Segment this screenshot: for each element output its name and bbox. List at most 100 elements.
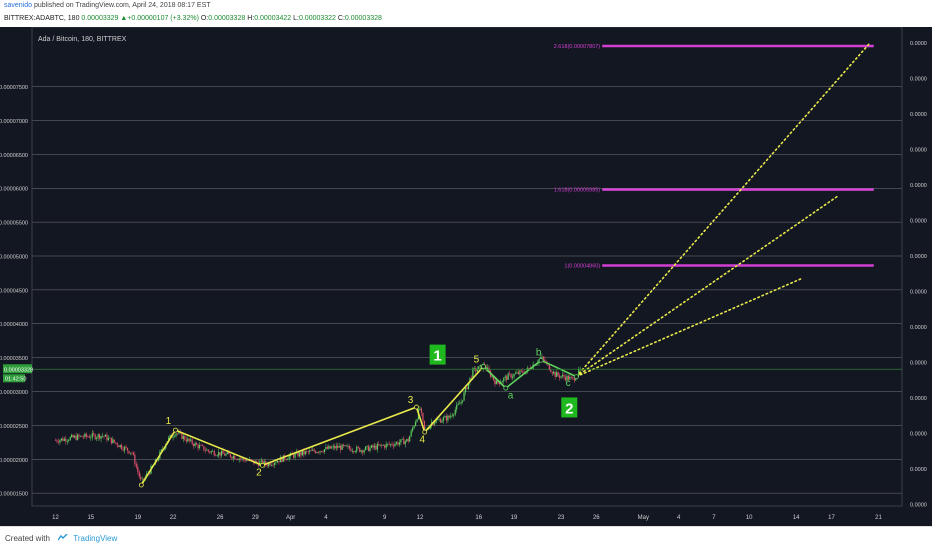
candle-body — [392, 445, 395, 447]
candle-body — [334, 446, 336, 449]
candle-body — [319, 451, 321, 453]
wave-lines — [138, 357, 579, 488]
candle-body — [219, 452, 221, 456]
candle-body — [213, 451, 215, 456]
candle-body — [272, 464, 274, 466]
candle-body — [122, 448, 124, 451]
candle-body — [373, 445, 376, 448]
candle-body — [244, 459, 246, 462]
candle-body — [578, 369, 580, 376]
candle-body — [169, 434, 171, 438]
candle-body — [479, 365, 481, 367]
candle-body — [326, 447, 328, 449]
candle-body — [379, 444, 381, 446]
candle-body — [325, 447, 327, 450]
wave-label: b — [536, 348, 542, 359]
candle-body — [313, 449, 315, 452]
published-text: published on TradingView.com, April 24, … — [33, 2, 211, 9]
candle-body — [282, 455, 284, 462]
candle-body — [140, 476, 142, 480]
candle-body — [359, 447, 361, 452]
candle-body — [317, 452, 320, 453]
x-tick-label: 4 — [677, 515, 681, 521]
candle-body — [419, 408, 421, 410]
impulse-wave-line — [140, 365, 507, 486]
publication-line: savenido published on TradingView.com, A… — [4, 2, 211, 9]
candle-body — [201, 445, 204, 446]
candle-body — [563, 374, 565, 378]
candle-body — [544, 359, 546, 363]
candle-body — [360, 450, 362, 452]
candle-body — [288, 455, 290, 460]
candle-body — [491, 376, 493, 378]
candle-body — [409, 436, 411, 442]
candle-body — [306, 451, 308, 452]
candle-body — [245, 460, 248, 462]
candle-body — [184, 436, 186, 440]
right-axis-label: 0.0000 — [910, 503, 927, 509]
projection-line — [575, 195, 839, 378]
candle-body — [187, 438, 189, 442]
candle-body — [88, 436, 90, 438]
candle-body — [369, 447, 371, 452]
candle-body — [398, 442, 400, 445]
candle-body — [74, 435, 76, 438]
candle-body — [370, 445, 373, 448]
candle-body — [572, 377, 574, 378]
open-label: O: — [200, 15, 209, 22]
correction-wave-line — [482, 359, 577, 390]
footer: Created with TradingView — [0, 526, 932, 551]
candle-body — [132, 452, 135, 455]
candle-body — [367, 445, 370, 452]
candle-body — [389, 443, 392, 445]
candle-body — [194, 443, 196, 447]
candle-body — [210, 451, 212, 453]
candle-body — [381, 444, 383, 446]
candle-body — [116, 443, 118, 446]
candle-body — [416, 419, 418, 422]
candle-body — [450, 415, 452, 418]
candle-body — [256, 461, 258, 463]
candle-body — [110, 437, 112, 444]
candle-body — [68, 440, 70, 441]
x-tick-label: 15 — [87, 515, 94, 521]
candle-body — [404, 441, 406, 445]
candle-body — [234, 456, 236, 460]
created-with-label: Created with — [5, 534, 50, 543]
tradingview-logo-icon — [58, 534, 68, 541]
candle-body — [243, 457, 245, 460]
candle-body — [203, 445, 205, 451]
candle-body — [323, 449, 326, 453]
candle-body — [357, 446, 359, 448]
price-chart[interactable]: 2.618(0.00007807) 1.618(0.00005985) 1(0.00… — [0, 27, 932, 526]
candle-body — [307, 451, 309, 452]
candle-body — [106, 434, 108, 441]
wave-label: a — [508, 390, 514, 401]
countdown-label: 01:42:50 — [5, 376, 26, 382]
chart-area[interactable]: 2.618(0.00007807) 1.618(0.00005985) 1(0.00… — [0, 27, 932, 526]
candle-body — [554, 371, 556, 377]
candle-body — [212, 451, 214, 452]
candle-body — [340, 445, 342, 450]
candle-body — [178, 432, 180, 434]
degree-badge-label: 2 — [565, 400, 573, 417]
wave-label: 4 — [420, 434, 426, 445]
candle-body — [322, 451, 324, 453]
x-tick-label: 23 — [558, 515, 565, 521]
candle-body — [225, 453, 227, 456]
candle-body — [372, 445, 374, 448]
candle-body — [522, 370, 524, 373]
last-price: 0.00003329 — [81, 15, 119, 22]
candle-body — [285, 459, 287, 461]
x-tick-label: 10 — [746, 515, 753, 521]
y-tick-label: 0.00001500 — [0, 492, 28, 498]
candle-body — [364, 446, 367, 451]
tradingview-brand-link[interactable]: TradingView — [73, 534, 118, 543]
candle-body — [292, 454, 295, 458]
candle-body — [459, 403, 461, 405]
candle-body — [69, 437, 71, 441]
candle-body — [266, 464, 268, 467]
author-link[interactable]: savenido — [4, 2, 33, 9]
current-price-label: 0.00003328 — [4, 367, 33, 373]
candle-body — [226, 452, 229, 454]
